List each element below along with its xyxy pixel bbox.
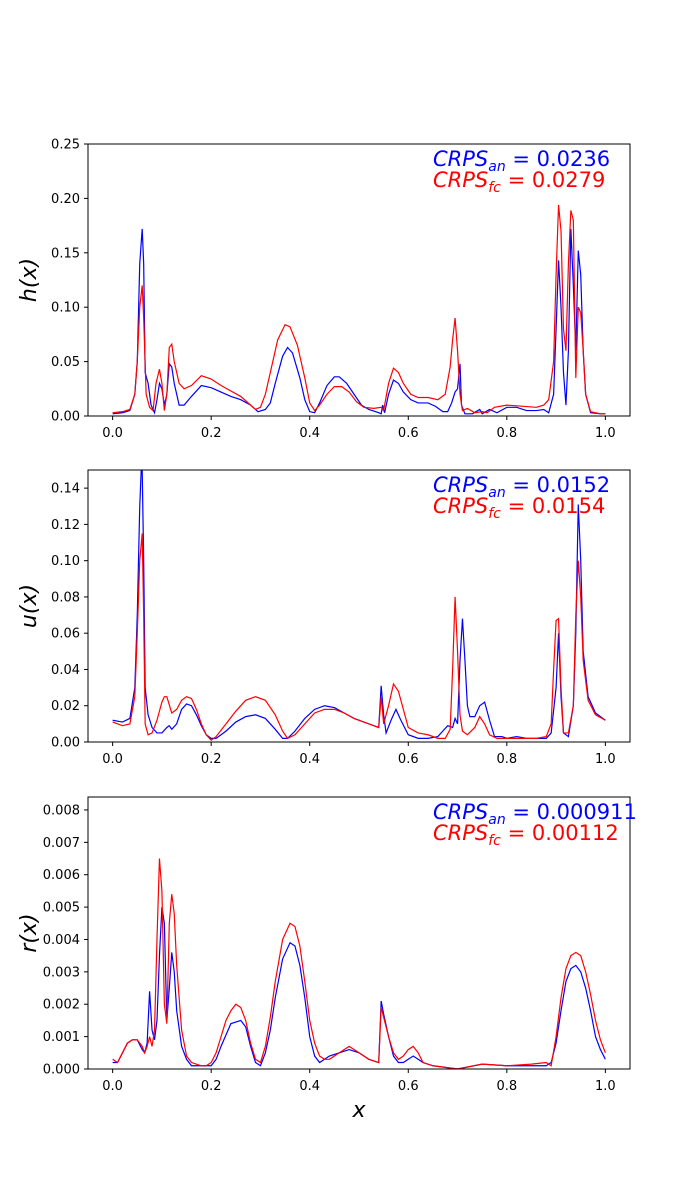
x-tick-label: 0.2 [201, 426, 222, 441]
x-tick-label: 0.6 [398, 426, 419, 441]
y-axis-label: r(x) [17, 913, 42, 952]
y-tick-label: 0.25 [51, 138, 80, 153]
x-tick-label: 0.2 [201, 1079, 222, 1094]
y-tick-label: 0.04 [51, 663, 80, 678]
y-tick-label: 0.00 [51, 736, 80, 751]
y-tick-label: 0.08 [51, 590, 80, 605]
y-tick-label: 0.006 [43, 868, 80, 883]
series-line-forecast [112, 204, 606, 415]
chart-panel-u: 0.0 0.2 0.4 0.6 0.8 1.0 0.00 0.02 0.04 0.06 0.08 0.… [17, 469, 631, 767]
y-tick-label: 0.02 [51, 699, 80, 714]
x-tick-label: 1.0 [595, 1079, 616, 1094]
crps-annotation-fc: CRPSfc = 0.0279 [433, 168, 605, 196]
x-tick-label: 0.8 [496, 752, 517, 767]
series-line-forecast [112, 858, 606, 1069]
x-tick-label: 0.0 [102, 1079, 123, 1094]
crps-annotation-fc: CRPSfc = 0.0154 [433, 494, 605, 522]
y-tick-label: 0.005 [43, 901, 80, 916]
y-tick-label: 0.007 [43, 836, 80, 851]
y-axis-label: u(x) [17, 584, 42, 628]
crps-annotation-an: CRPSan = 0.000911 [433, 800, 637, 828]
x-tick-label: 1.0 [595, 426, 616, 441]
series-line-forecast [112, 533, 606, 741]
plot-frame [87, 143, 631, 417]
y-tick-label: 0.003 [43, 965, 80, 980]
y-tick-label: 0.10 [51, 301, 80, 316]
y-tick-label: 0.002 [43, 998, 80, 1013]
y-tick-label: 0.06 [51, 627, 80, 642]
x-tick-label: 0.0 [102, 752, 123, 767]
x-tick-label: 0.4 [299, 426, 320, 441]
y-tick-label: 0.004 [43, 933, 80, 948]
x-axis-label: x [351, 1098, 366, 1123]
crps-annotation-an: CRPSan = 0.0152 [433, 473, 610, 501]
series-line-analysis [112, 228, 606, 415]
x-tick-label: 0.0 [102, 426, 123, 441]
plot-frame [87, 469, 631, 743]
y-tick-label: 0.12 [51, 518, 80, 533]
crps-annotation-an: CRPSan = 0.0236 [433, 147, 610, 175]
crps-annotation-fc: CRPSfc = 0.00112 [433, 821, 619, 849]
y-tick-label: 0.10 [51, 554, 80, 569]
y-tick-label: 0.000 [43, 1063, 80, 1078]
y-tick-label: 0.00 [51, 410, 80, 425]
x-tick-label: 0.4 [299, 1079, 320, 1094]
y-tick-label: 0.15 [51, 246, 80, 261]
y-tick-label: 0.20 [51, 192, 80, 207]
y-tick-label: 0.05 [51, 355, 80, 370]
x-tick-label: 0.6 [398, 752, 419, 767]
x-tick-label: 0.8 [496, 426, 517, 441]
y-tick-label: 0.14 [51, 482, 80, 497]
x-tick-label: 0.4 [299, 752, 320, 767]
series-line-analysis [112, 907, 606, 1069]
y-tick-label: 0.001 [43, 1030, 80, 1045]
y-tick-label: 0.008 [43, 803, 80, 818]
x-tick-label: 0.6 [398, 1079, 419, 1094]
plot-frame [87, 796, 631, 1070]
chart-panel-r: 0.0 0.2 0.4 0.6 0.8 1.0 0.000 0.001 0.002 0.003 0.… [17, 796, 637, 1123]
x-tick-label: 0.8 [496, 1079, 517, 1094]
x-tick-label: 0.2 [201, 752, 222, 767]
x-tick-label: 1.0 [595, 752, 616, 767]
y-axis-label: h(x) [17, 258, 42, 302]
chart-panel-h: 0.0 0.2 0.4 0.6 0.8 1.0 0.00 0.05 0.10 0.15 0.20 0.… [17, 138, 631, 441]
